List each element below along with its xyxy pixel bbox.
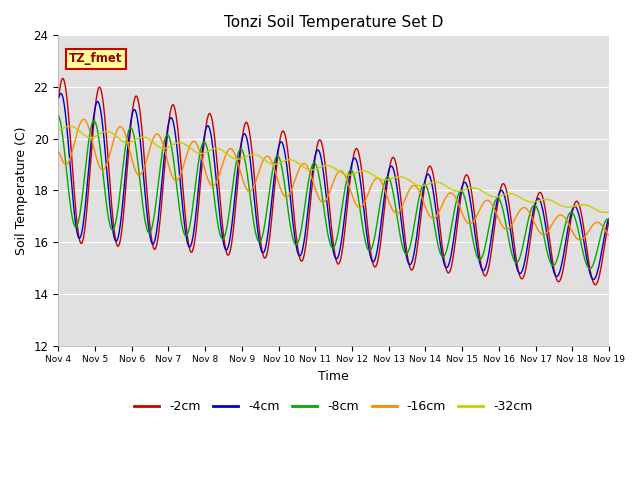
Legend: -2cm, -4cm, -8cm, -16cm, -32cm: -2cm, -4cm, -8cm, -16cm, -32cm [129, 396, 538, 418]
Title: Tonzi Soil Temperature Set D: Tonzi Soil Temperature Set D [224, 15, 444, 30]
Text: TZ_fmet: TZ_fmet [69, 52, 123, 65]
Y-axis label: Soil Temperature (C): Soil Temperature (C) [15, 126, 28, 255]
X-axis label: Time: Time [318, 370, 349, 383]
